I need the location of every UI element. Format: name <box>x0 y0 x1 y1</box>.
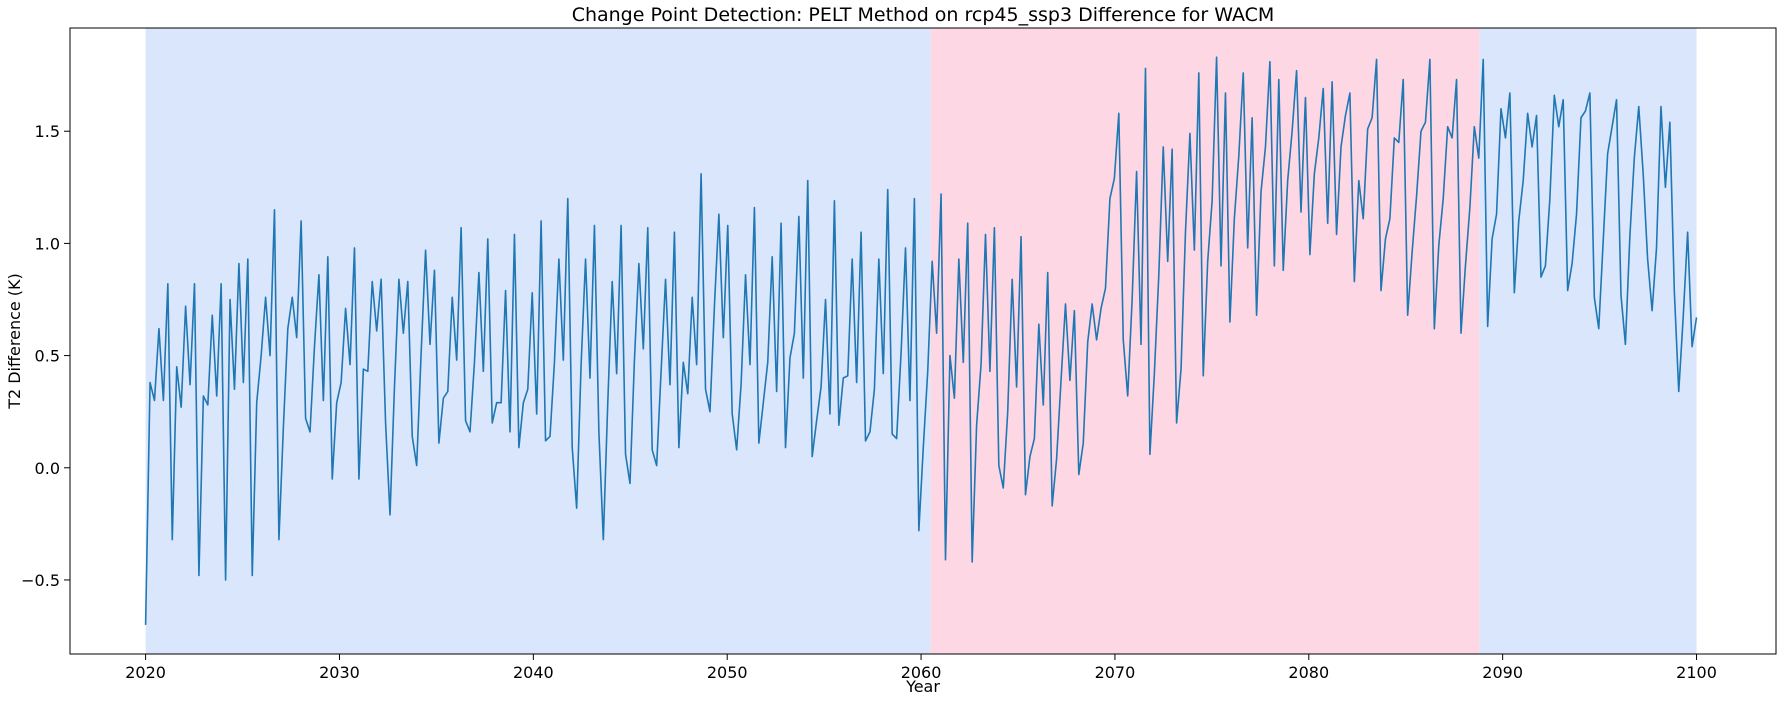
y-tick-label: −0.5 <box>21 571 60 590</box>
x-tick-label: 2060 <box>901 663 942 682</box>
x-tick-label: 2040 <box>513 663 554 682</box>
x-axis-label: Year <box>905 677 940 696</box>
x-tick-label: 2100 <box>1676 663 1717 682</box>
t2-difference-series-line <box>144 56 1698 625</box>
y-axis: −0.5 0.0 0.5 1.0 1.5 <box>21 122 70 590</box>
y-tick-label: 0.0 <box>35 459 60 478</box>
x-tick-label: 2080 <box>1288 663 1329 682</box>
chart-title: Change Point Detection: PELT Method on r… <box>572 4 1275 26</box>
plot-frame <box>69 27 1777 655</box>
y-tick-label: 1.5 <box>35 122 60 141</box>
y-axis-label: T2 Difference (K) <box>5 273 24 410</box>
y-tick-label: 0.5 <box>35 347 60 366</box>
x-tick-label: 2020 <box>125 663 166 682</box>
y-tick-label: 1.0 <box>35 234 60 253</box>
x-tick-label: 2070 <box>1095 663 1136 682</box>
x-tick-label: 2050 <box>707 663 748 682</box>
x-axis: 2020 2030 2040 2050 2060 2070 2080 2090 2100 <box>125 654 1717 682</box>
x-tick-label: 2090 <box>1482 663 1523 682</box>
x-tick-label: 2030 <box>319 663 360 682</box>
change-point-segments <box>145 28 1697 654</box>
segment-band-3 <box>1479 28 1697 654</box>
